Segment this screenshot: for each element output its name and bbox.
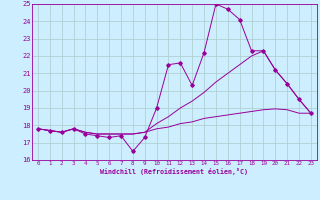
X-axis label: Windchill (Refroidissement éolien,°C): Windchill (Refroidissement éolien,°C)	[100, 168, 248, 175]
